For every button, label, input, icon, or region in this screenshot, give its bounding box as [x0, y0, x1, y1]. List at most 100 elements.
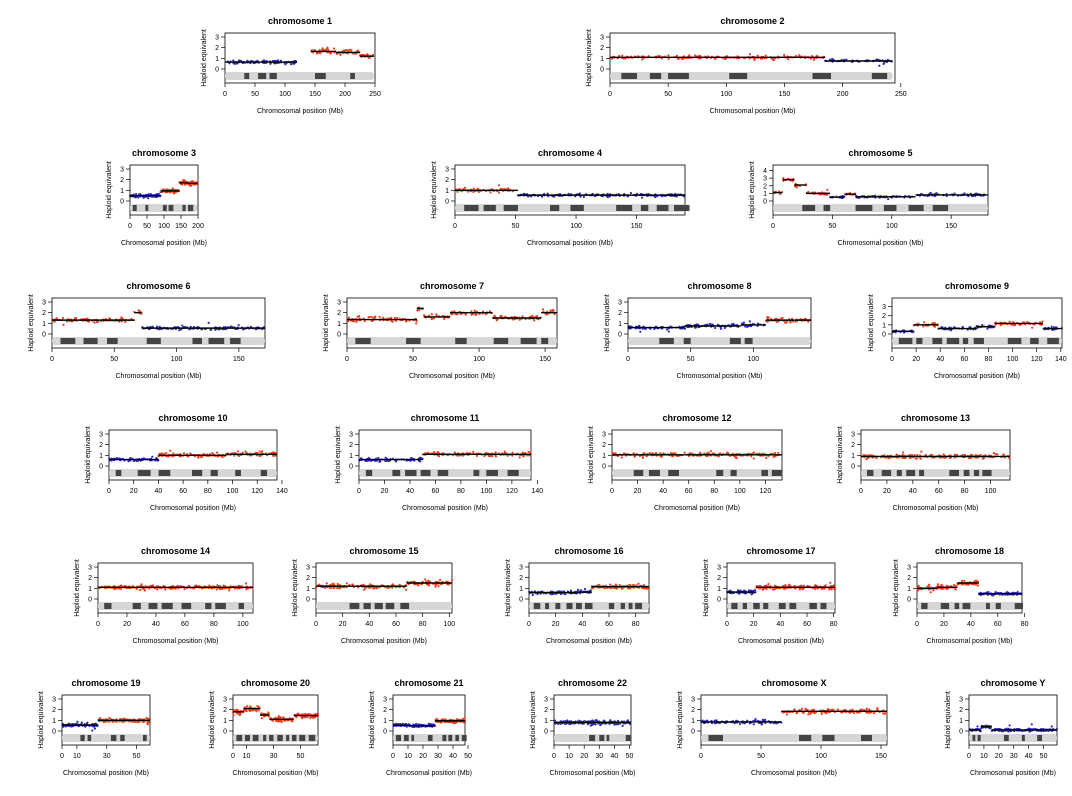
y-tick-label: 1 [42, 321, 46, 328]
data-point [727, 452, 730, 455]
data-point [432, 451, 436, 454]
y-tick-label: 1 [120, 188, 124, 195]
x-axis-label: Chromosomal position (Mb) [63, 770, 149, 777]
data-point [372, 586, 376, 590]
ideogram-dark-band [778, 603, 786, 609]
x-tick-label: 100 [720, 91, 732, 98]
x-tick-label: 50 [143, 223, 151, 230]
ideogram-dark-band [230, 338, 241, 344]
data-point [162, 188, 165, 191]
data-point [878, 64, 881, 67]
data-point [1050, 325, 1053, 328]
data-point [257, 705, 260, 708]
ideogram-dark-band [1047, 338, 1059, 344]
data-point [756, 54, 759, 57]
y-axis-label: Haploid equivalent [893, 559, 900, 617]
data-point [351, 583, 354, 586]
x-tick-label: 100 [570, 223, 582, 230]
data-point [488, 310, 491, 313]
data-point [216, 455, 219, 458]
ideogram-dark-band [761, 470, 768, 476]
data-point [829, 581, 832, 584]
ideogram-dark-band [896, 470, 902, 476]
x-tick-label: 80 [457, 488, 465, 495]
data-point [65, 320, 69, 323]
x-tick-label: 50 [297, 753, 305, 760]
data-point [654, 195, 657, 199]
x-axis-label: Chromosomal position (Mb) [738, 638, 824, 645]
x-tick-label: 100 [237, 621, 249, 628]
ideogram-dark-band [932, 338, 943, 344]
data-point [321, 47, 324, 50]
x-tick-label: 100 [171, 356, 183, 363]
ideogram-dark-band [263, 735, 267, 741]
x-tick-label: 100 [734, 488, 746, 495]
x-tick-label: 60 [685, 488, 693, 495]
ideogram-dark-band [946, 338, 960, 344]
ideogram-dark-band [954, 603, 960, 609]
data-point [220, 587, 224, 590]
y-tick-label: 2 [519, 575, 523, 582]
data-point [807, 190, 810, 194]
data-point [472, 450, 475, 453]
data-point [377, 456, 380, 460]
data-point [258, 450, 261, 453]
y-axis-label: Haploid equivalent [837, 426, 844, 484]
data-point [86, 317, 89, 320]
ideogram-dark-band [919, 470, 925, 476]
data-point [236, 62, 239, 65]
data-point [929, 591, 932, 594]
y-axis-label: Haploid equivalent [323, 294, 330, 352]
data-point [157, 192, 160, 196]
ideogram-dark-band [883, 205, 897, 211]
x-tick-label: 150 [945, 223, 957, 230]
data-point [637, 324, 641, 327]
data-point [232, 59, 235, 62]
data-point [582, 195, 586, 199]
x-tick-label: 150 [779, 91, 791, 98]
data-point [518, 318, 521, 321]
data-point [182, 452, 186, 455]
data-point [472, 187, 475, 190]
data-point [541, 308, 544, 311]
data-point [183, 587, 186, 591]
x-tick-label: 100 [279, 91, 291, 98]
data-point [352, 320, 355, 323]
ideogram-dark-band [962, 338, 969, 344]
data-point [236, 712, 239, 715]
data-point [908, 456, 911, 460]
data-point [732, 322, 735, 325]
data-point [239, 712, 242, 715]
data-point [953, 583, 956, 587]
data-point [744, 325, 747, 328]
ideogram-dark-band [132, 205, 137, 211]
y-tick-label: 3 [52, 697, 56, 704]
data-point [437, 585, 440, 588]
data-point [683, 451, 686, 454]
x-tick-label: 0 [314, 621, 318, 628]
ideogram-dark-band [1030, 338, 1039, 344]
y-tick-label: 3 [223, 697, 227, 704]
plot-frame [891, 297, 1063, 349]
data-point [61, 316, 65, 320]
data-point [318, 48, 321, 52]
y-tick-label: 1 [306, 586, 310, 593]
data-point [314, 586, 318, 589]
data-point [99, 716, 102, 720]
data-point [527, 450, 530, 453]
data-point [736, 589, 740, 592]
data-point [368, 56, 371, 60]
data-point [783, 53, 786, 57]
data-point [434, 580, 438, 583]
data-point [132, 459, 135, 463]
y-tick-label: 3 [306, 565, 310, 572]
data-point [772, 58, 776, 62]
data-point [325, 582, 328, 585]
y-tick-label: 0 [337, 332, 341, 339]
data-point [139, 193, 142, 196]
data-point [146, 723, 149, 726]
data-point [269, 62, 272, 65]
